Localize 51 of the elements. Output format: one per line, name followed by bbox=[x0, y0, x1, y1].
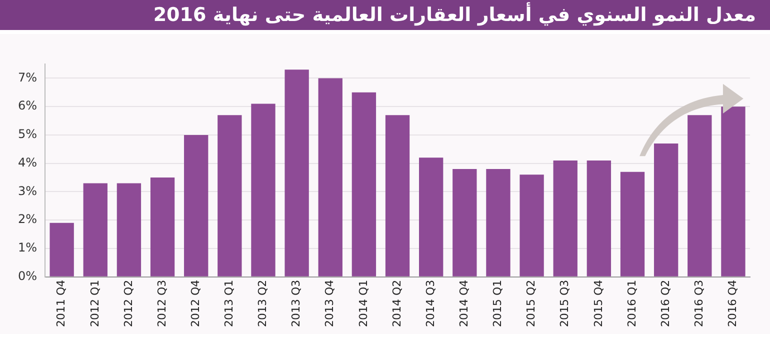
x-tick-label: 2013 Q4 bbox=[323, 280, 336, 328]
bar bbox=[218, 115, 242, 276]
y-tick-label: 4% bbox=[18, 155, 38, 170]
bar bbox=[553, 160, 578, 276]
bar bbox=[352, 92, 376, 276]
x-tick-label: 2015 Q3 bbox=[558, 280, 572, 328]
y-tick-label: 5% bbox=[18, 127, 38, 142]
x-tick-label: 2016 Q2 bbox=[658, 280, 672, 328]
x-tick-label: 2012 Q3 bbox=[155, 280, 168, 328]
bar bbox=[520, 174, 544, 276]
x-tick-label: 2014 Q3 bbox=[424, 280, 437, 328]
bar bbox=[654, 143, 678, 276]
bar bbox=[318, 78, 342, 276]
y-tick-label: 7% bbox=[18, 70, 38, 84]
y-tick-label: 0% bbox=[18, 268, 38, 283]
x-tick-label: 2015 Q2 bbox=[524, 280, 538, 328]
bar bbox=[251, 104, 276, 276]
x-tick-label: 2014 Q2 bbox=[390, 280, 404, 328]
x-tick-label: 2012 Q4 bbox=[188, 280, 202, 328]
x-tick-label: 2015 Q4 bbox=[592, 280, 605, 328]
bar bbox=[586, 160, 612, 276]
bar bbox=[452, 169, 477, 276]
x-tick-label: 2012 Q2 bbox=[122, 280, 135, 328]
x-tick-label: 2013 Q1 bbox=[222, 280, 236, 328]
x-tick-label: 2015 Q1 bbox=[491, 280, 504, 328]
bar bbox=[150, 178, 175, 276]
bar bbox=[688, 115, 712, 276]
x-tick-label: 2011 Q4 bbox=[54, 280, 68, 328]
chart-title: معدل النمو السنوي في أسعار العقارات العالمية حتى نهاية 2016 bbox=[0, 0, 770, 30]
y-tick-label: 1% bbox=[18, 240, 38, 255]
bar bbox=[486, 169, 510, 276]
x-tick-label: 2014 Q4 bbox=[458, 280, 471, 328]
bar bbox=[116, 183, 142, 276]
bar bbox=[284, 70, 309, 276]
bar bbox=[184, 134, 208, 276]
y-tick-label: 6% bbox=[18, 98, 38, 113]
bar bbox=[50, 222, 74, 276]
x-tick-label: 2012 Q1 bbox=[88, 280, 102, 328]
bar bbox=[721, 106, 746, 276]
x-tick-label: 2016 Q1 bbox=[625, 280, 638, 328]
x-tick-label: 2013 Q2 bbox=[256, 280, 270, 328]
y-tick-label: 3% bbox=[18, 184, 38, 198]
x-tick-label: 2016 Q3 bbox=[692, 280, 706, 328]
bar bbox=[620, 172, 645, 276]
x-tick-label: 2013 Q3 bbox=[290, 280, 303, 328]
bar bbox=[83, 183, 108, 276]
y-tick-label: 2% bbox=[18, 212, 38, 226]
x-tick-label: 2016 Q4 bbox=[726, 280, 740, 328]
bar bbox=[385, 115, 410, 276]
x-tick-label: 2014 Q1 bbox=[356, 280, 370, 328]
bar bbox=[419, 158, 444, 276]
